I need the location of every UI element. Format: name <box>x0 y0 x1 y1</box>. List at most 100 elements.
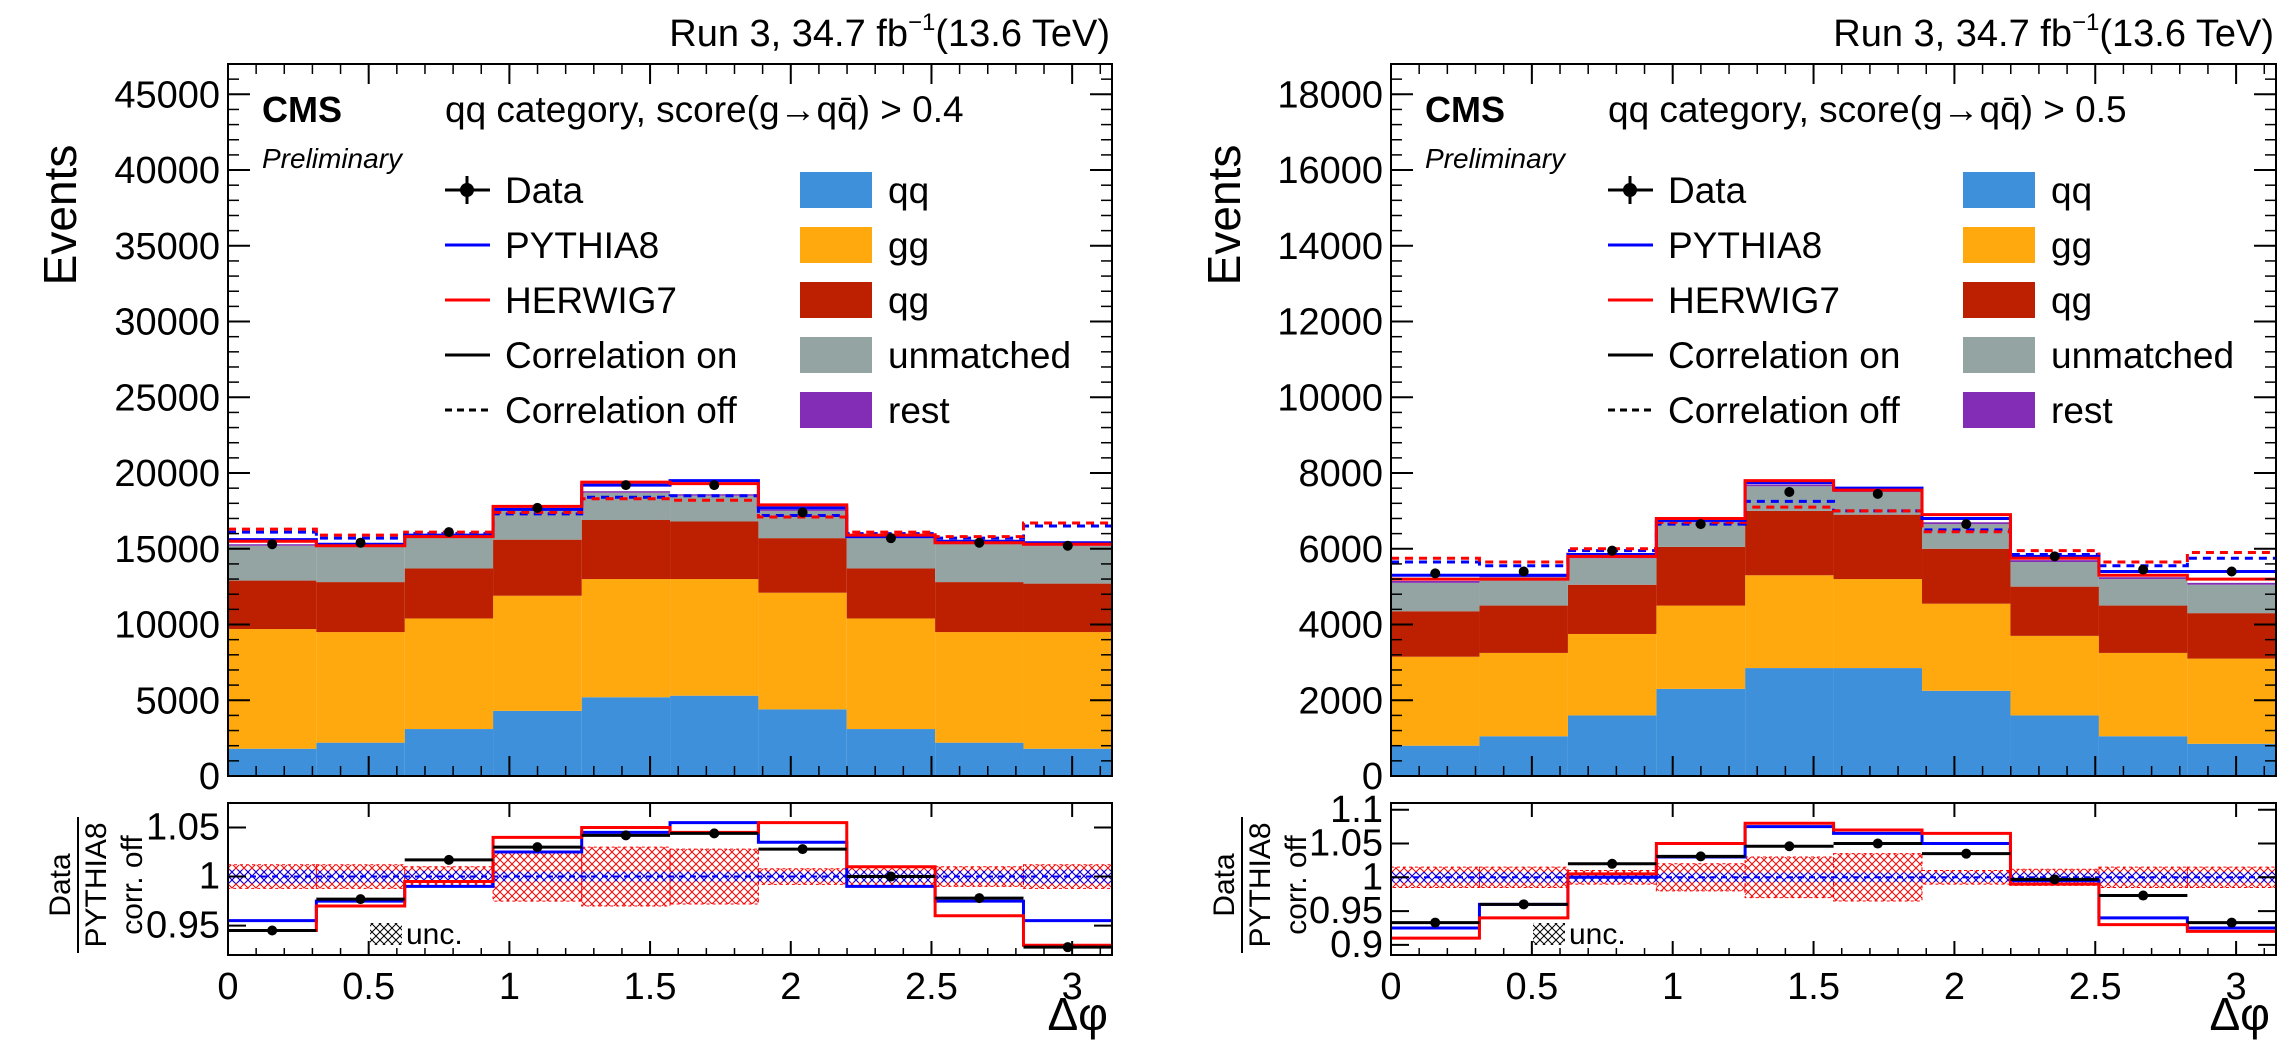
bar-unmatched <box>935 544 1024 583</box>
data-point <box>1872 488 1883 499</box>
data-point <box>2138 564 2149 575</box>
x-tick-label: 2.5 <box>905 966 958 1008</box>
bar-qq <box>2010 715 2099 776</box>
bar-qq <box>1479 736 1568 776</box>
ratio-data-point <box>316 894 405 905</box>
legend-label: rest <box>2051 390 2113 431</box>
bar-qg <box>1479 605 1568 653</box>
ratio-data-point <box>2010 874 2099 885</box>
legend-entry-data: Data <box>1608 170 1747 211</box>
data-point <box>443 527 454 538</box>
data-marker <box>267 539 278 550</box>
ratio-data-point <box>1479 899 1568 910</box>
legend-label: qg <box>888 280 929 321</box>
y-tick-label: 40000 <box>114 150 220 192</box>
x-tick-label: 0.5 <box>342 966 395 1008</box>
bar-unmatched <box>1567 558 1657 585</box>
legend-label: Correlation off <box>1668 390 1900 431</box>
cms-logo: CMS <box>1425 89 1505 130</box>
stack-unmatched <box>228 492 1112 584</box>
bar-qg <box>2098 605 2188 653</box>
legend-label: qg <box>2051 280 2092 321</box>
x-tick-label: 2 <box>1944 966 1965 1008</box>
data-point <box>1607 545 1618 556</box>
data-point <box>2049 551 2060 562</box>
data-marker <box>1784 486 1795 497</box>
ratio-frame <box>227 802 1113 956</box>
bar-qg <box>846 568 936 619</box>
x-tick-label: 1 <box>499 966 520 1008</box>
ratio-data-point <box>670 828 759 839</box>
ratio-data-point <box>1567 858 1657 869</box>
data-point <box>620 480 631 491</box>
data-marker <box>885 533 896 544</box>
legend: Data PYTHIA8 HERWIG7 Correlation on Corr… <box>1608 170 2234 431</box>
data-marker <box>1872 488 1883 499</box>
data-marker <box>2226 566 2237 577</box>
legend-label: qq <box>2051 170 2092 211</box>
data-point <box>267 539 278 550</box>
y-tick-label: 25000 <box>114 377 220 419</box>
y-axis-label: Events <box>1198 145 1250 286</box>
bar-unmatched <box>2098 579 2188 606</box>
ratio-data-marker <box>1872 838 1883 849</box>
herwig-corr-on-line <box>228 480 1112 548</box>
axes: 0 2000 4000 6000 8000 10000 12000 14000 16000 180… <box>1277 63 2277 1008</box>
bar-qg <box>1922 548 2011 604</box>
bar-qg <box>1567 584 1657 634</box>
data-point <box>1062 540 1073 551</box>
swatch-rest <box>1963 392 2035 428</box>
legend-entry-qg: qg <box>800 280 929 321</box>
ratio-frame <box>1390 802 2277 956</box>
bar-qg <box>1391 611 1480 657</box>
bar-unmatched <box>670 495 759 522</box>
unc-swatch <box>1533 923 1565 945</box>
stack-gg <box>1391 575 2276 746</box>
ratio-data-point <box>404 854 494 865</box>
bar-qg <box>670 521 759 580</box>
data-point <box>355 537 366 548</box>
ratio-y-tick-label: 1 <box>199 856 220 898</box>
legend: Data PYTHIA8 HERWIG7 Correlation on Corr… <box>445 170 1071 431</box>
category-label: qq category, score(g→qq̄) > 0.4 <box>445 89 964 130</box>
unc-label: unc. <box>1569 918 1626 951</box>
ratio-y-tick-label: 1.05 <box>1309 823 1383 865</box>
legend-entry-corr-on: Correlation on <box>1608 335 1900 376</box>
ratio-y-label: Data PYTHIA8 corr. off <box>1208 817 1313 953</box>
y-tick-label: 30000 <box>114 302 220 344</box>
y-tick-label: 4000 <box>1298 605 1383 647</box>
y-tick-label: 10000 <box>1277 377 1383 419</box>
main-frame <box>1390 63 2277 777</box>
data-marker <box>1518 566 1529 577</box>
data-point <box>2226 566 2237 577</box>
y-tick-label: 14000 <box>1277 226 1383 268</box>
swatch-gg <box>1963 227 2035 263</box>
bar-rest <box>1745 484 1834 487</box>
ratio-data-marker <box>2138 890 2149 901</box>
bar-unmatched <box>581 492 671 520</box>
ratio-y-tick-label: 0.9 <box>1330 924 1383 966</box>
ratio-data-point <box>1745 841 1834 852</box>
ratio-data-marker <box>974 893 985 904</box>
ratio-data-marker <box>1695 851 1706 862</box>
legend-entry-pythia: PYTHIA8 <box>445 225 659 266</box>
data-marker <box>1430 568 1441 579</box>
ratio-data-marker <box>355 894 366 905</box>
bar-qg <box>1656 546 1746 606</box>
data-marker <box>1695 519 1706 530</box>
bar-unmatched <box>846 538 936 569</box>
ratio-data-point <box>1922 848 2011 859</box>
bar-qg <box>316 582 405 633</box>
y-tick-label: 0 <box>199 756 220 798</box>
legend-label: PYTHIA8 <box>505 225 659 266</box>
unc-legend: unc. <box>1533 918 1626 951</box>
panel-right: Run 3, 34.7 fb−1(13.6 TeV) 0 2000 4000 6000… <box>1198 9 2277 1040</box>
ratio-label-num: Data <box>1208 853 1241 917</box>
bar-qq <box>1922 690 2011 776</box>
y-tick-label: 10000 <box>114 605 220 647</box>
legend-label: Correlation off <box>505 390 737 431</box>
bar-qq <box>581 697 671 776</box>
data-point <box>1961 519 1972 530</box>
data-marker <box>532 502 543 513</box>
swatch-unmatched <box>1963 337 2035 373</box>
